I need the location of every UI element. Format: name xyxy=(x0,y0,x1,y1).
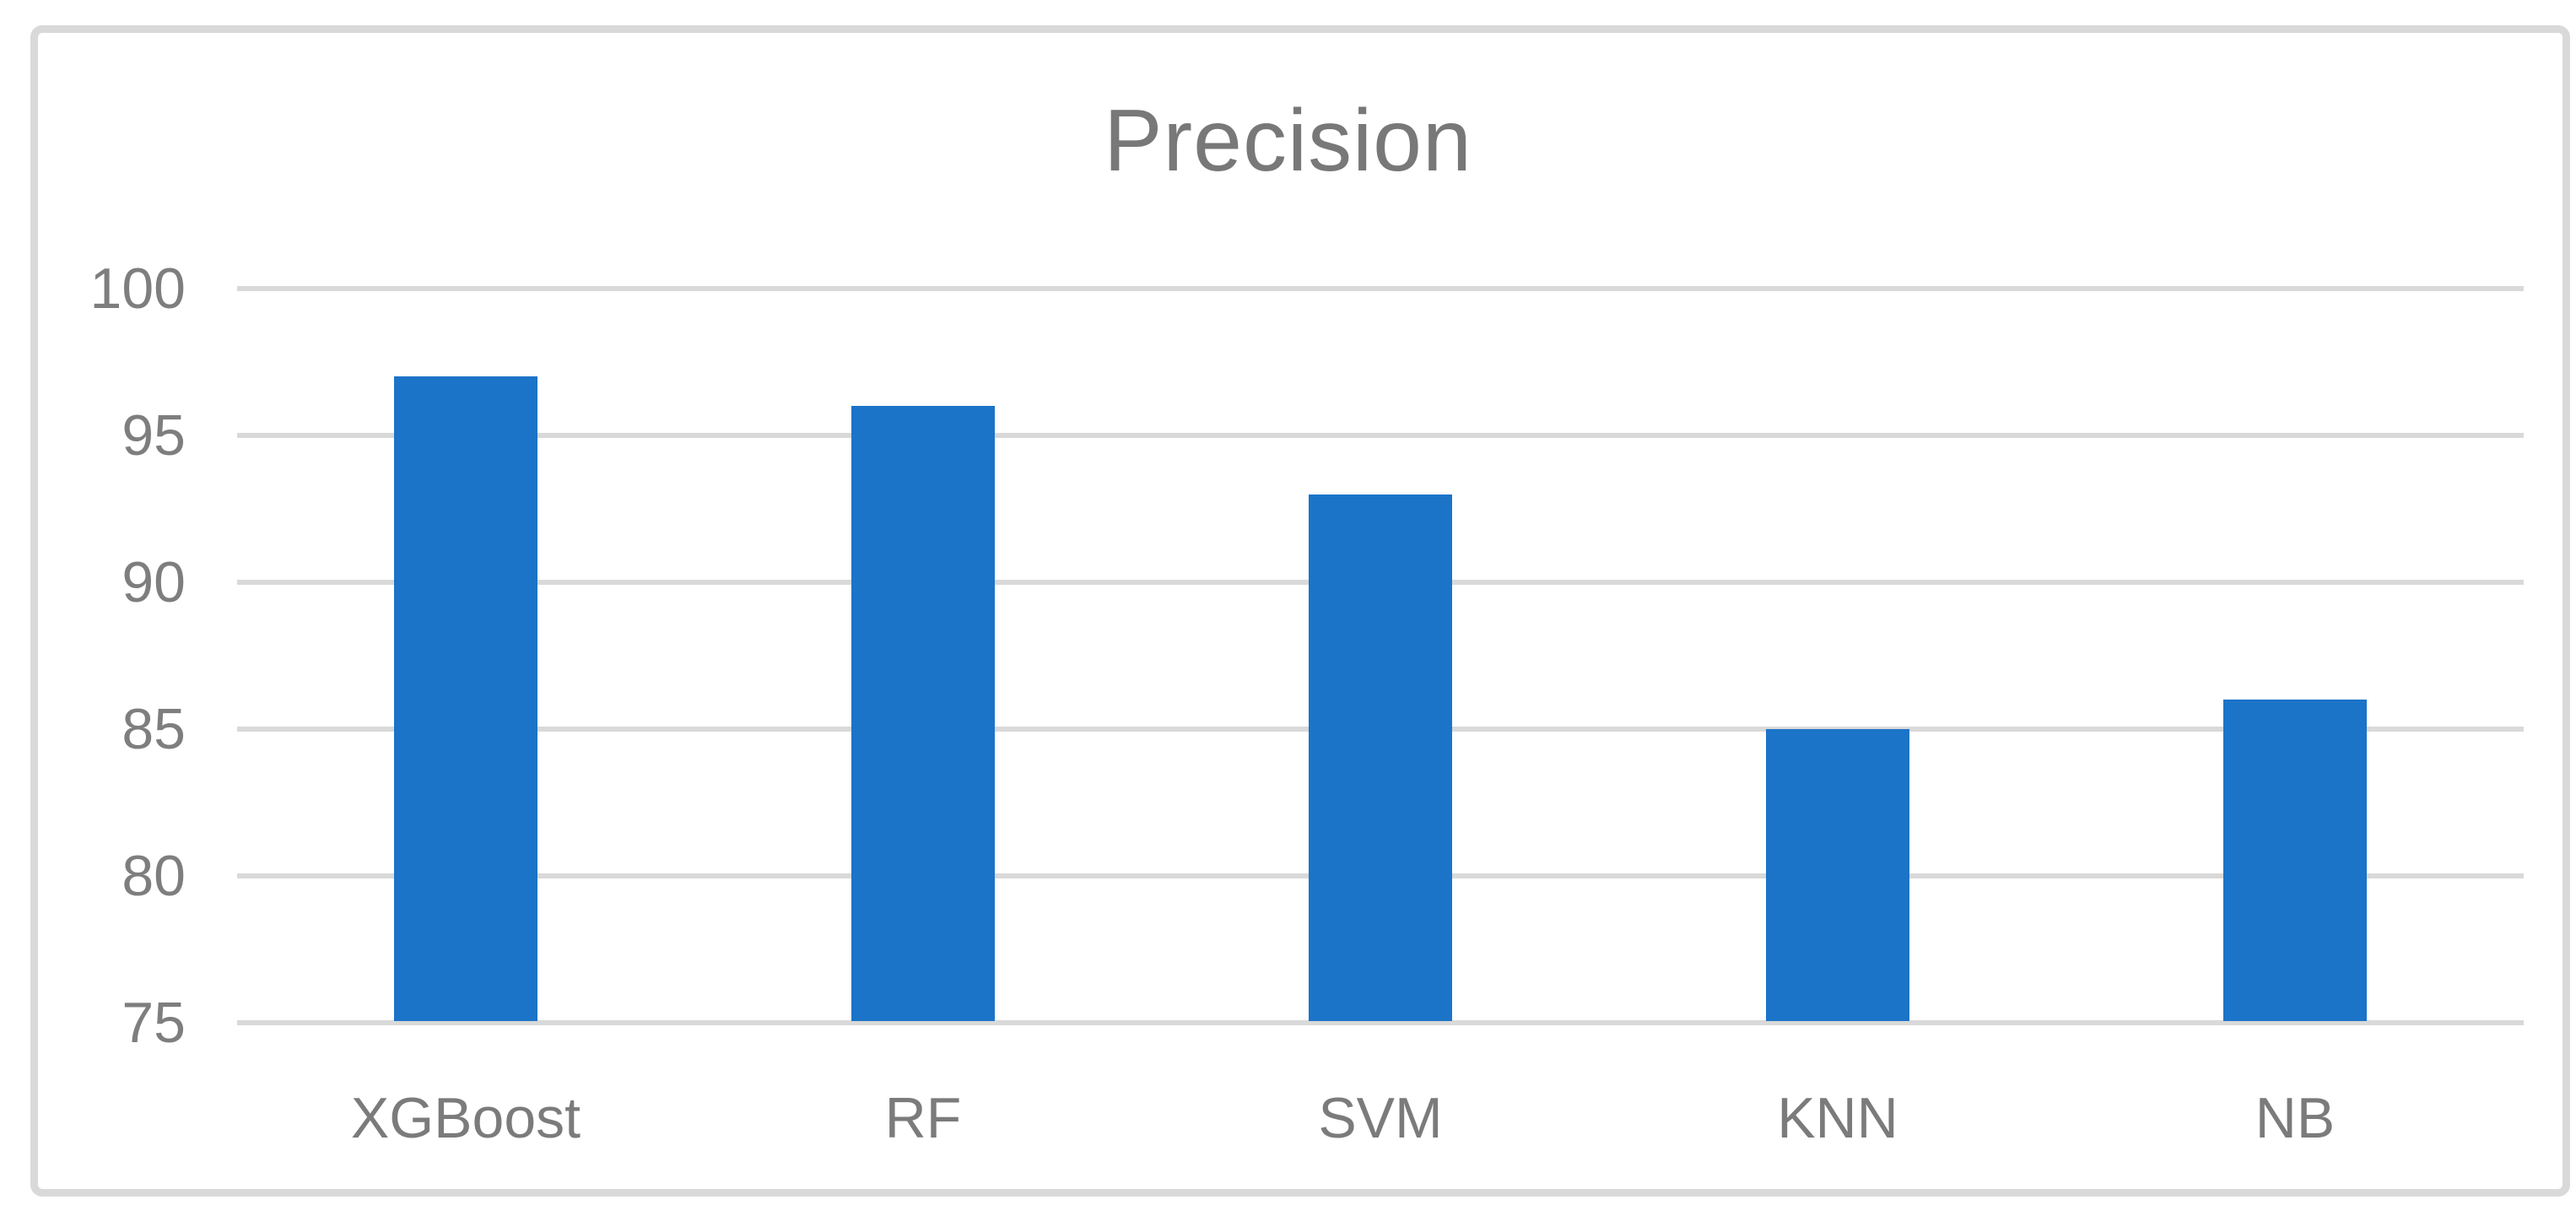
y-tick-label-85: 85 xyxy=(122,697,186,761)
bar-knn xyxy=(1766,729,1909,1021)
y-tick-label-80: 80 xyxy=(122,844,186,908)
chart-title: Precision xyxy=(1104,92,1472,190)
bar-svm xyxy=(1309,494,1452,1021)
category-label-rf: RF xyxy=(884,1086,962,1150)
y-tick-label-90: 90 xyxy=(122,550,186,614)
y-tick-label-75: 75 xyxy=(122,991,186,1055)
category-label-knn: KNN xyxy=(1777,1086,1898,1150)
category-label-xgboost: XGBoost xyxy=(350,1086,581,1150)
bar-nb xyxy=(2223,700,2367,1021)
gridline-95 xyxy=(237,433,2524,438)
y-tick-label-95: 95 xyxy=(122,403,186,467)
category-label-nb: NB xyxy=(2255,1086,2336,1150)
bar-xgboost xyxy=(394,376,537,1021)
gridline-100 xyxy=(237,286,2524,291)
bar-rf xyxy=(851,406,995,1021)
category-label-svm: SVM xyxy=(1318,1086,1443,1150)
y-tick-label-100: 100 xyxy=(89,257,186,321)
gridline-75 xyxy=(237,1020,2524,1025)
